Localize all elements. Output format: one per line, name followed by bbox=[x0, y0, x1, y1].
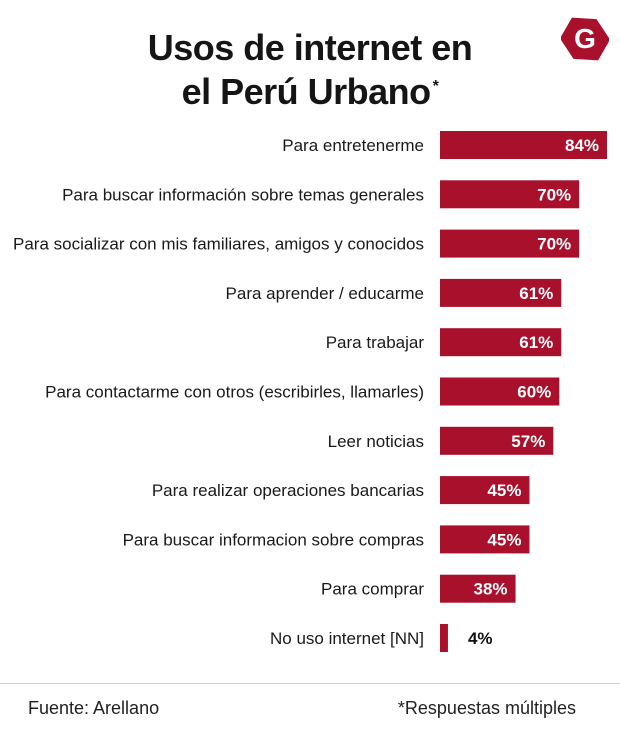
bar bbox=[440, 180, 580, 209]
bar bbox=[440, 131, 607, 159]
category-label: No uso internet [NN] bbox=[270, 629, 424, 648]
title-line-1: Usos de internet en bbox=[147, 27, 473, 68]
bar bbox=[440, 328, 562, 357]
title-line-2-text: el Perú Urbano bbox=[181, 71, 432, 112]
bar bbox=[440, 624, 448, 652]
logo-letter: G bbox=[574, 23, 596, 54]
bar bbox=[440, 278, 562, 307]
chart-title: Usos de internet en el Perú Urbano * bbox=[0, 26, 620, 114]
value-label: 45% bbox=[487, 481, 521, 500]
bar bbox=[440, 525, 530, 554]
footer-divider bbox=[0, 683, 620, 684]
category-label: Para trabajar bbox=[326, 333, 425, 352]
value-label: 57% bbox=[511, 432, 545, 451]
value-label: 60% bbox=[517, 383, 551, 402]
category-label: Para comprar bbox=[321, 580, 424, 599]
bar-chart: Para entretenerme 84% Para buscar informac… bbox=[13, 131, 607, 652]
footnote: *Respuestas múltiples bbox=[397, 698, 576, 718]
g-logo-icon: G bbox=[561, 17, 609, 61]
value-label: 70% bbox=[537, 185, 571, 204]
category-label: Para contactarme con otros (escribirles,… bbox=[45, 383, 424, 402]
category-label: Para buscar informacion sobre compras bbox=[123, 530, 424, 549]
bar bbox=[440, 426, 554, 455]
value-label: 84% bbox=[565, 136, 599, 155]
category-label: Para realizar operaciones bancarias bbox=[152, 481, 424, 500]
category-label: Para aprender / educarme bbox=[226, 284, 424, 303]
category-label: Leer noticias bbox=[328, 432, 424, 451]
value-label: 61% bbox=[519, 284, 553, 303]
bar bbox=[440, 476, 530, 505]
value-label: 45% bbox=[487, 530, 521, 549]
value-label: 4% bbox=[468, 629, 493, 648]
value-label: 61% bbox=[519, 333, 553, 352]
category-label: Para buscar información sobre temas gene… bbox=[62, 185, 424, 204]
source-note: Fuente: Arellano bbox=[28, 698, 160, 718]
value-label: 38% bbox=[474, 580, 508, 599]
bar bbox=[440, 229, 580, 258]
category-label: Para socializar con mis familiares, amig… bbox=[13, 235, 424, 254]
title-footnote-mark: * bbox=[432, 78, 439, 95]
value-label: 70% bbox=[537, 235, 571, 254]
category-label: Para entretenerme bbox=[282, 136, 424, 155]
title-line-2: el Perú Urbano * bbox=[0, 70, 620, 114]
bar bbox=[440, 574, 516, 603]
bar bbox=[440, 377, 560, 406]
